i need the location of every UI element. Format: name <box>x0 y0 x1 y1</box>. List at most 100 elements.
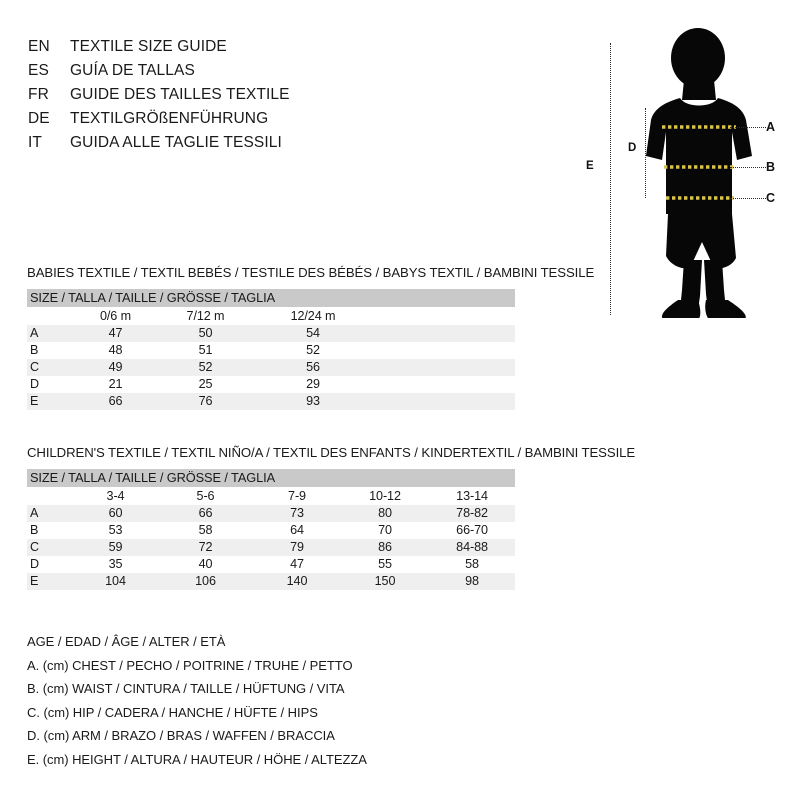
table-row: D 21 25 29 <box>27 376 516 393</box>
cell: 106 <box>158 573 253 590</box>
table-row: C 49 52 56 <box>27 359 516 376</box>
cell: 52 <box>158 359 253 376</box>
language-title: GUIDE DES TAILLES TEXTILE <box>70 86 290 103</box>
cell: 55 <box>341 556 429 573</box>
table-row: C 59 72 79 86 84-88 <box>27 539 516 556</box>
corner-cell <box>27 487 73 505</box>
cell: 58 <box>158 522 253 539</box>
babies-section-title: BABIES TEXTILE / TEXTIL BEBÉS / TESTILE … <box>27 265 595 280</box>
cell: 98 <box>429 573 516 590</box>
children-column-header: 13-14 <box>429 487 516 505</box>
children-column-header: 7-9 <box>253 487 341 505</box>
children-size-table: SIZE / TALLA / TAILLE / GRÖSSE / TAGLIA … <box>27 469 516 590</box>
figure-label-a: A <box>766 120 776 134</box>
cell: 86 <box>341 539 429 556</box>
table-row: E 66 76 93 <box>27 393 516 410</box>
figure-label-b: B <box>766 160 776 174</box>
cell: 50 <box>158 325 253 342</box>
cell: 73 <box>253 505 341 522</box>
corner-cell <box>27 307 73 325</box>
cell: 47 <box>73 325 158 342</box>
children-size-header-row: SIZE / TALLA / TAILLE / GRÖSSE / TAGLIA <box>27 469 516 487</box>
babies-column-header-row: 0/6 m 7/12 m 12/24 m <box>27 307 516 325</box>
language-title: TEXTILGRÖßENFÜHRUNG <box>70 110 269 127</box>
row-label: B <box>27 342 73 359</box>
waist-leader-line <box>730 167 766 168</box>
row-label: D <box>27 556 73 573</box>
language-row: FR GUIDE DES TAILLES TEXTILE <box>28 86 448 110</box>
figure-label-c: C <box>766 191 776 205</box>
cell: 79 <box>253 539 341 556</box>
cell: 80 <box>341 505 429 522</box>
babies-section: BABIES TEXTILE / TEXTIL BEBÉS / TESTILE … <box>27 265 647 410</box>
cell: 140 <box>253 573 341 590</box>
legend-item: B. (cm) WAIST / CINTURA / TAILLE / HÜFTU… <box>27 681 345 696</box>
children-column-header-row: 3-4 5-6 7-9 10-12 13-14 <box>27 487 516 505</box>
cell: 93 <box>253 393 373 410</box>
language-row: DE TEXTILGRÖßENFÜHRUNG <box>28 110 448 134</box>
language-row: IT GUIDA ALLE TAGLIE TESSILI <box>28 134 448 158</box>
children-section-title: CHILDREN'S TEXTILE / TEXTIL NIÑO/A / TEX… <box>27 445 636 460</box>
language-title: GUIDA ALLE TAGLIE TESSILI <box>70 134 282 151</box>
children-column-header: 10-12 <box>341 487 429 505</box>
cell-empty <box>373 325 516 342</box>
row-label: E <box>27 393 73 410</box>
babies-column-header: 12/24 m <box>253 307 373 325</box>
table-row: B 48 51 52 <box>27 342 516 359</box>
table-row: E 104 106 140 150 98 <box>27 573 516 590</box>
cell: 48 <box>73 342 158 359</box>
cell: 35 <box>73 556 158 573</box>
table-row: B 53 58 64 70 66-70 <box>27 522 516 539</box>
language-code: IT <box>28 134 42 151</box>
children-size-header: SIZE / TALLA / TAILLE / GRÖSSE / TAGLIA <box>27 469 516 487</box>
row-label: C <box>27 359 73 376</box>
cell: 66 <box>158 505 253 522</box>
row-label: D <box>27 376 73 393</box>
language-code: FR <box>28 86 49 103</box>
children-column-header: 3-4 <box>73 487 158 505</box>
language-title: TEXTILE SIZE GUIDE <box>70 38 227 55</box>
cell: 104 <box>73 573 158 590</box>
cell: 29 <box>253 376 373 393</box>
figure-diagram: E D <box>560 20 800 350</box>
measurement-legend: AGE / EDAD / ÂGE / ALTER / ETÀ A. (cm) C… <box>27 630 487 771</box>
figure-label-d: D <box>628 142 637 154</box>
language-row: ES GUÍA DE TALLAS <box>28 62 448 86</box>
hip-leader-line <box>730 198 766 199</box>
cell: 58 <box>429 556 516 573</box>
cell: 40 <box>158 556 253 573</box>
cell: 47 <box>253 556 341 573</box>
language-code: ES <box>28 62 49 79</box>
cell: 21 <box>73 376 158 393</box>
legend-item: AGE / EDAD / ÂGE / ALTER / ETÀ <box>27 634 226 649</box>
height-guide-line <box>610 43 611 315</box>
cell: 66 <box>73 393 158 410</box>
cell: 59 <box>73 539 158 556</box>
babies-column-header-empty <box>373 307 516 325</box>
babies-size-header: SIZE / TALLA / TAILLE / GRÖSSE / TAGLIA <box>27 289 516 307</box>
cell: 25 <box>158 376 253 393</box>
language-code: EN <box>28 38 50 55</box>
cell-empty <box>373 342 516 359</box>
cell: 76 <box>158 393 253 410</box>
row-label: C <box>27 539 73 556</box>
babies-column-header: 0/6 m <box>73 307 158 325</box>
figure-label-e: E <box>586 160 594 172</box>
children-column-header: 5-6 <box>158 487 253 505</box>
cell-empty <box>373 393 516 410</box>
language-title: GUÍA DE TALLAS <box>70 62 195 79</box>
cell: 52 <box>253 342 373 359</box>
cell: 54 <box>253 325 373 342</box>
arm-guide-line <box>645 108 646 198</box>
table-row: A 60 66 73 80 78-82 <box>27 505 516 522</box>
cell: 70 <box>341 522 429 539</box>
legend-item: E. (cm) HEIGHT / ALTURA / HAUTEUR / HÖHE… <box>27 751 367 767</box>
child-silhouette-icon <box>646 28 752 318</box>
row-label: A <box>27 505 73 522</box>
cell: 51 <box>158 342 253 359</box>
chest-leader-line <box>730 127 766 128</box>
cell: 56 <box>253 359 373 376</box>
language-row: EN TEXTILE SIZE GUIDE <box>28 38 448 62</box>
row-label: B <box>27 522 73 539</box>
children-section: CHILDREN'S TEXTILE / TEXTIL NIÑO/A / TEX… <box>27 445 647 590</box>
